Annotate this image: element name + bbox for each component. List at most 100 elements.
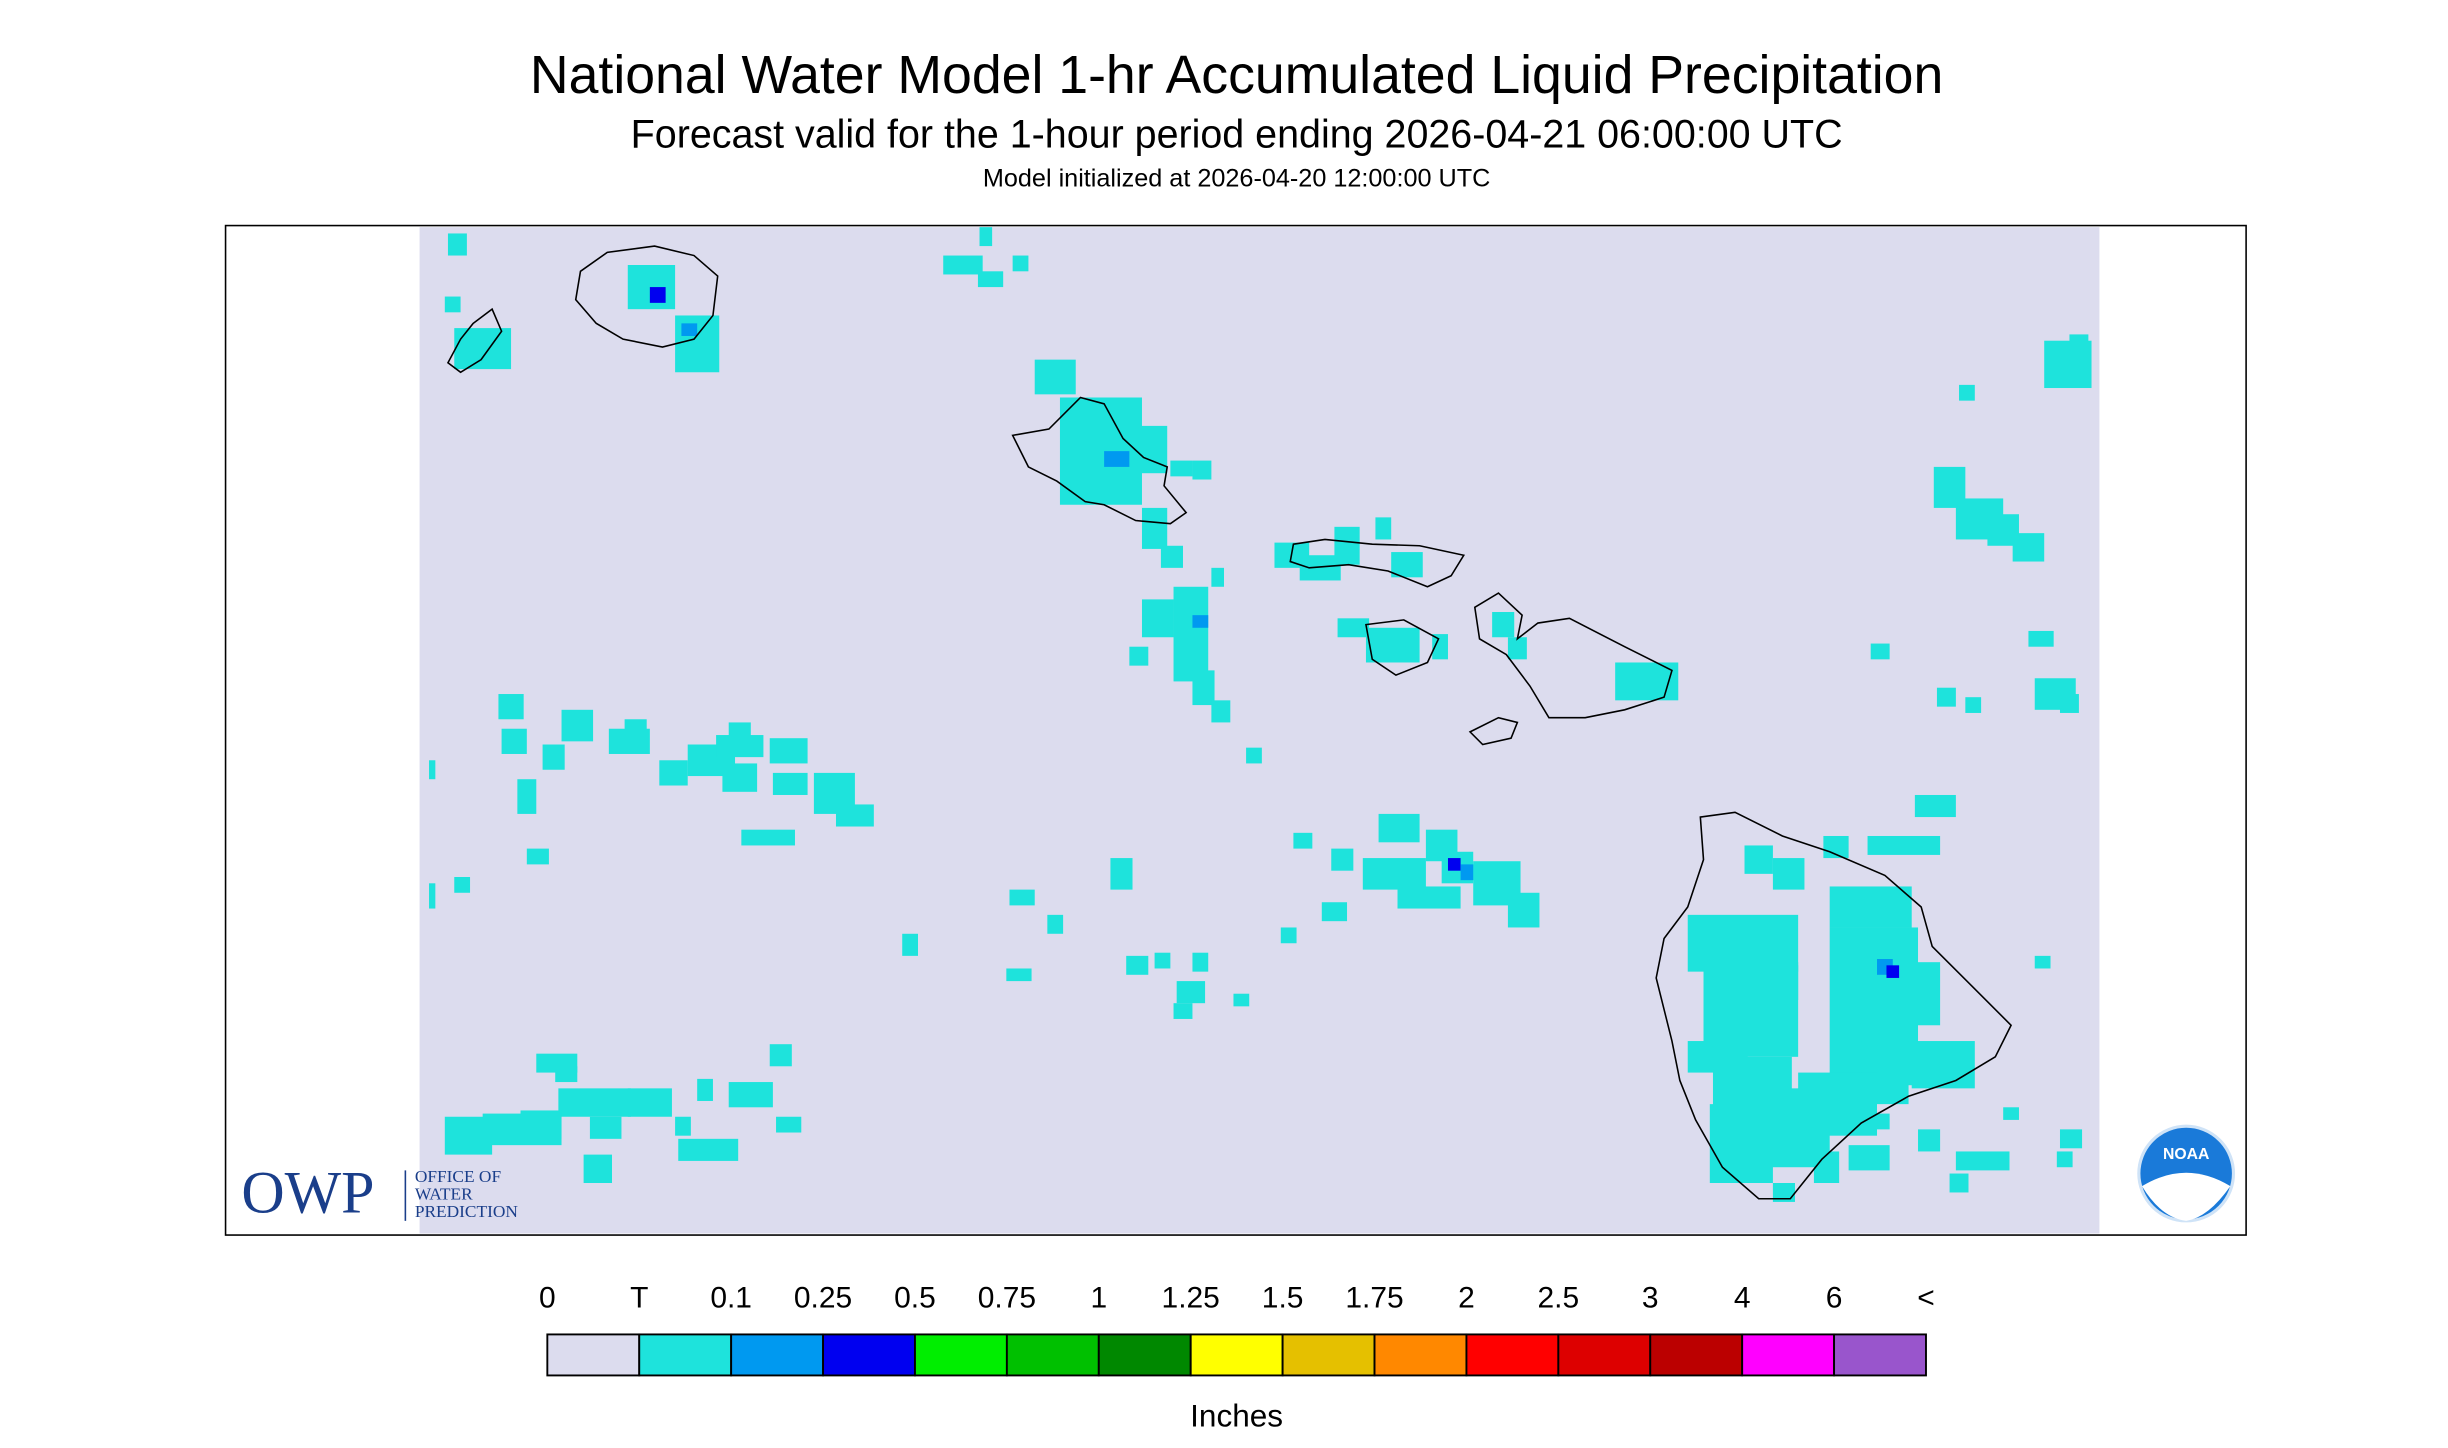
- precip-cell: [1299, 555, 1341, 581]
- precip-cell: [1337, 618, 1370, 638]
- subtitle: Forecast valid for the 1-hour period end…: [631, 113, 1843, 157]
- precip-cell: [1378, 813, 1420, 843]
- precip-cell: [454, 877, 471, 893]
- oahu: [1011, 396, 1188, 525]
- precip-cell: [444, 296, 461, 313]
- precip-cell: [1246, 747, 1262, 764]
- precip-cell: [977, 271, 1004, 288]
- precip-cell: [728, 722, 751, 739]
- precip-cell: [1211, 700, 1231, 723]
- island-outlines: [446, 245, 2013, 1200]
- precip-cell: [558, 1088, 631, 1117]
- owp-name: OFFICE OF: [415, 1167, 502, 1186]
- precip-cell: [447, 233, 467, 256]
- precip-cell: [1870, 643, 1890, 660]
- precip-cell: [2034, 955, 2051, 969]
- precip-cell: [741, 829, 795, 846]
- precip-cell: [716, 735, 764, 758]
- precip-cell: [1154, 952, 1171, 969]
- precip-cell: [1492, 612, 1515, 638]
- precip-cell: [1391, 552, 1423, 578]
- colorbar-label: T: [630, 1282, 648, 1315]
- title: National Water Model 1-hr Accumulated Li…: [530, 45, 1943, 105]
- precip-cell: [1331, 848, 1354, 871]
- precip-cell: [1173, 586, 1209, 682]
- colorbar-label: 0.1: [710, 1282, 752, 1315]
- precip-cell: [1211, 567, 1224, 587]
- precip-cell: [1798, 1072, 1878, 1136]
- colorbar-unit: Inches: [1190, 1397, 1283, 1433]
- precip-field: [429, 227, 2092, 1202]
- precip-cell: [1129, 646, 1149, 666]
- colorbar-label: 1.25: [1162, 1282, 1220, 1315]
- maui: [1473, 592, 1673, 719]
- precip-cell: [1160, 545, 1183, 568]
- precip-cell: [649, 287, 666, 303]
- owp-logo: OWP: [241, 1160, 374, 1226]
- colorbar-label: 2.5: [1538, 1282, 1580, 1315]
- precip-cell: [520, 1110, 562, 1139]
- precip-cell: [1779, 965, 1799, 1001]
- noaa-gull: [2142, 1172, 2231, 1221]
- precip-cell: [722, 763, 758, 792]
- precip-cell: [1507, 892, 1540, 928]
- precip-cell: [769, 1044, 792, 1067]
- kauai: [574, 245, 719, 348]
- colorbar-box: [1833, 1333, 1927, 1377]
- precip-cell: [1176, 981, 1206, 1004]
- colorbar-box: [1373, 1333, 1468, 1377]
- precip-cell: [1965, 697, 1982, 713]
- precip-cell: [2012, 533, 2045, 562]
- init-time: Model initialized at 2026-04-20 12:00:00…: [983, 164, 1490, 192]
- precip-cell: [697, 1078, 713, 1101]
- precip-cell: [902, 933, 918, 956]
- precip-cell: [1914, 794, 1956, 818]
- precip-cell: [1955, 1151, 2010, 1171]
- precip-cell: [1447, 858, 1461, 871]
- precip-cell: [1949, 1173, 1969, 1193]
- precip-cell: [2003, 1107, 2019, 1120]
- precip-cell: [627, 1088, 672, 1117]
- precip-cell: [678, 1138, 739, 1161]
- precip-cell: [659, 760, 688, 786]
- precip-cell: [1132, 425, 1168, 474]
- precip-cell: [2069, 334, 2089, 354]
- colorbar-box: [914, 1333, 1008, 1377]
- hawaii: [1655, 811, 2013, 1200]
- precip-cell: [498, 694, 524, 720]
- colorbar-box: [822, 1333, 916, 1377]
- precip-cell: [589, 1116, 622, 1139]
- precip-cell: [1375, 517, 1392, 540]
- colorbar-label: 6: [1826, 1282, 1843, 1315]
- colorbar-box: [1097, 1333, 1192, 1377]
- precip-cell: [979, 227, 993, 247]
- precip-cell: [1126, 955, 1149, 975]
- precip-cell: [429, 883, 436, 909]
- precip-cell: [681, 323, 698, 336]
- precip-cell: [2059, 694, 2079, 713]
- precip-cell: [2028, 630, 2054, 647]
- colorbar-box: [1281, 1333, 1376, 1377]
- precip-cell: [1110, 858, 1133, 890]
- precip-cell: [1280, 927, 1297, 944]
- colorbar-label: 0.75: [978, 1282, 1036, 1315]
- precip-cell: [1873, 1113, 1890, 1130]
- precip-cell: [1059, 397, 1142, 505]
- precip-cell: [501, 728, 527, 754]
- owp-name: WATER: [415, 1185, 473, 1204]
- precip-cell: [624, 719, 647, 736]
- precip-cell: [1460, 864, 1477, 881]
- precip-cell: [1012, 255, 1029, 272]
- precip-cell: [542, 744, 565, 770]
- lanai: [1365, 619, 1440, 676]
- colorbar-box: [1741, 1333, 1836, 1377]
- precip-cell: [1911, 1041, 1975, 1089]
- precip-cell: [1918, 1129, 1941, 1152]
- precip-cell: [1047, 914, 1064, 934]
- colorbar-label: 0: [539, 1282, 556, 1315]
- precip-cell: [1397, 886, 1461, 909]
- precip-cell: [1886, 965, 1900, 978]
- molokai: [1289, 538, 1466, 588]
- colorbar: 0 T 0.1 0.25 0.5 0.75 1 1.25 1.5 1.75 2 2.5 3 4 6 <: [539, 1282, 1935, 1377]
- precip-cell: [1362, 858, 1426, 890]
